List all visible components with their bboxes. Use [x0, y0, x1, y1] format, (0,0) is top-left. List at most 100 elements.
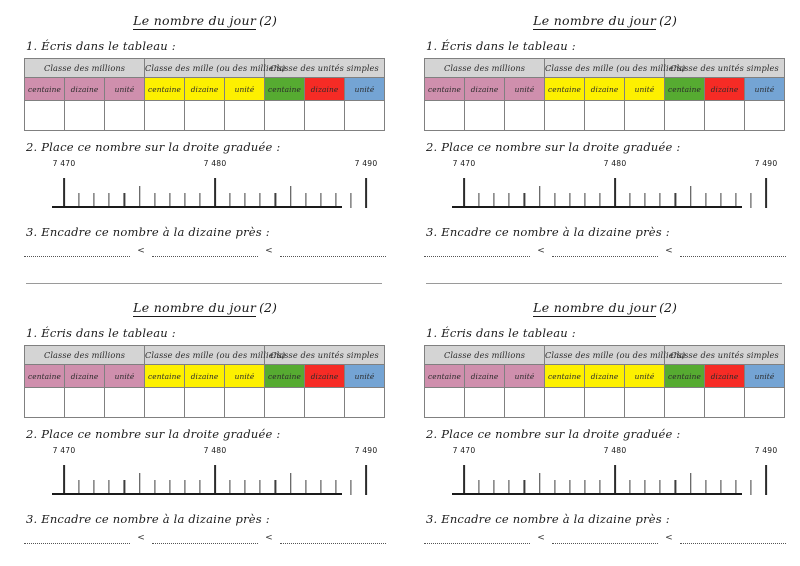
- class-header-cell: Classe des unités simples: [264, 345, 385, 365]
- answer-blank[interactable]: [24, 535, 131, 544]
- answer-blank[interactable]: [679, 248, 786, 257]
- position-label-cell: dizaine: [584, 364, 625, 388]
- answer-blank[interactable]: [279, 535, 386, 544]
- place-value-table: Classe des millions Classe des mille (ou …: [24, 345, 385, 418]
- class-header-cell: Classe des millions: [24, 345, 145, 365]
- number-line-tick-minor: [169, 193, 171, 208]
- number-line-tick-minor: [705, 193, 707, 208]
- position-label-cell: dizaine: [64, 364, 105, 388]
- number-line-tick-mid: [138, 186, 141, 208]
- digit-entry-cell[interactable]: [584, 387, 625, 418]
- digit-entry-cell[interactable]: [144, 100, 185, 131]
- number-line-label: 7 490: [354, 159, 378, 168]
- page-title-suffix: (2): [659, 300, 677, 315]
- digit-entry-cell[interactable]: [664, 387, 705, 418]
- answer-blank[interactable]: [551, 535, 659, 544]
- digit-entry-cell[interactable]: [504, 100, 545, 131]
- digit-entry-cell[interactable]: [104, 387, 145, 418]
- digit-entry-cell[interactable]: [464, 100, 505, 131]
- answer-blank[interactable]: [551, 248, 659, 257]
- number-line[interactable]: 7 470 7 480 7 490: [52, 446, 377, 502]
- position-label-cell: centaine: [424, 364, 465, 388]
- number-line-tick-major: [365, 465, 367, 495]
- digit-entry-cell[interactable]: [544, 100, 585, 131]
- number-line-tick-minor: [735, 480, 737, 495]
- exercise-3-prompt: 3. Encadre ce nombre à la dizaine près :: [426, 512, 670, 526]
- less-than-operator: <: [265, 246, 273, 256]
- number-line-tick-minor: [154, 193, 156, 208]
- digit-entry-cell[interactable]: [624, 100, 665, 131]
- number-line[interactable]: 7 470 7 480 7 490: [452, 446, 777, 502]
- number-line-tick-mid: [689, 186, 692, 208]
- digit-entry-cell[interactable]: [264, 100, 305, 131]
- digit-entry-cell[interactable]: [304, 387, 345, 418]
- digit-entry-cell[interactable]: [264, 387, 305, 418]
- digit-entry-cell[interactable]: [704, 387, 745, 418]
- digit-entry-cell[interactable]: [24, 100, 65, 131]
- number-line[interactable]: 7 470 7 480 7 490: [452, 159, 777, 215]
- digit-entry-cell[interactable]: [224, 100, 265, 131]
- number-line-tick-minor: [523, 480, 525, 495]
- number-line-tick-minor: [320, 480, 322, 495]
- digit-entry-cell[interactable]: [64, 387, 105, 418]
- digit-entry-cell[interactable]: [744, 100, 785, 131]
- position-label-cell: unité: [344, 77, 385, 101]
- digit-entry-cell[interactable]: [464, 387, 505, 418]
- digit-entry-cell[interactable]: [344, 100, 385, 131]
- answer-blank[interactable]: [24, 248, 131, 257]
- position-label-cell: dizaine: [64, 77, 105, 101]
- number-line[interactable]: 7 470 7 480 7 490: [52, 159, 377, 215]
- digit-entry-cell[interactable]: [224, 387, 265, 418]
- digit-entry-cell[interactable]: [624, 387, 665, 418]
- number-line-tick-minor: [335, 193, 337, 208]
- number-line-tick-minor: [735, 193, 737, 208]
- exercise-3-prompt: 3. Encadre ce nombre à la dizaine près :: [26, 225, 270, 239]
- digit-entry-cell[interactable]: [64, 100, 105, 131]
- position-label-cell: dizaine: [304, 364, 345, 388]
- number-line-tick-minor: [750, 193, 752, 208]
- answer-blank[interactable]: [679, 535, 786, 544]
- number-line-tick-minor: [78, 193, 80, 208]
- number-line-tick-minor: [305, 480, 307, 495]
- digit-entry-cell[interactable]: [304, 100, 345, 131]
- answer-blank[interactable]: [151, 535, 259, 544]
- digit-entry-cell[interactable]: [424, 387, 465, 418]
- comparison-row: < <: [24, 247, 386, 257]
- digit-entry-cell[interactable]: [144, 387, 185, 418]
- answer-blank[interactable]: [424, 535, 531, 544]
- digit-entry-cell[interactable]: [424, 100, 465, 131]
- answer-blank[interactable]: [151, 248, 259, 257]
- digit-entry-cell[interactable]: [744, 387, 785, 418]
- digit-entry-cell[interactable]: [24, 387, 65, 418]
- digit-entry-cell[interactable]: [344, 387, 385, 418]
- number-line-tick-minor: [478, 480, 480, 495]
- answer-blank[interactable]: [279, 248, 386, 257]
- digit-entry-cell[interactable]: [584, 100, 625, 131]
- digit-entry-cell[interactable]: [104, 100, 145, 131]
- page-title: Le nombre du jour (2): [24, 297, 386, 317]
- section-divider: [26, 283, 382, 284]
- digit-entry-cell[interactable]: [664, 100, 705, 131]
- answer-blank[interactable]: [424, 248, 531, 257]
- number-line-tick-minor: [259, 193, 261, 208]
- class-header-cell: Classe des mille (ou des milliers): [144, 345, 285, 365]
- digit-entry-cell[interactable]: [184, 100, 225, 131]
- digit-entry-cell[interactable]: [704, 100, 745, 131]
- digit-entry-cell[interactable]: [544, 387, 585, 418]
- exercise-3-prompt: 3. Encadre ce nombre à la dizaine près :: [426, 225, 670, 239]
- number-line-tick-minor: [599, 193, 601, 208]
- comparison-row: < <: [24, 534, 386, 544]
- place-value-table: Classe des millions Classe des mille (ou …: [24, 58, 385, 131]
- number-line-tick-minor: [644, 193, 646, 208]
- place-value-table: Classe des millions Classe des mille (ou …: [424, 345, 785, 418]
- number-line-tick-minor: [229, 193, 231, 208]
- page-title-suffix: (2): [659, 13, 677, 28]
- place-value-table: Classe des millions Classe des mille (ou …: [424, 58, 785, 131]
- digit-entry-cell[interactable]: [184, 387, 225, 418]
- position-label-cell: centaine: [544, 77, 585, 101]
- number-line-tick-minor: [184, 193, 186, 208]
- number-line-tick-minor: [720, 480, 722, 495]
- digit-entry-cell[interactable]: [504, 387, 545, 418]
- exercise-2-prompt: 2. Place ce nombre sur la droite graduée…: [26, 427, 281, 441]
- exercise-2-prompt: 2. Place ce nombre sur la droite graduée…: [426, 427, 681, 441]
